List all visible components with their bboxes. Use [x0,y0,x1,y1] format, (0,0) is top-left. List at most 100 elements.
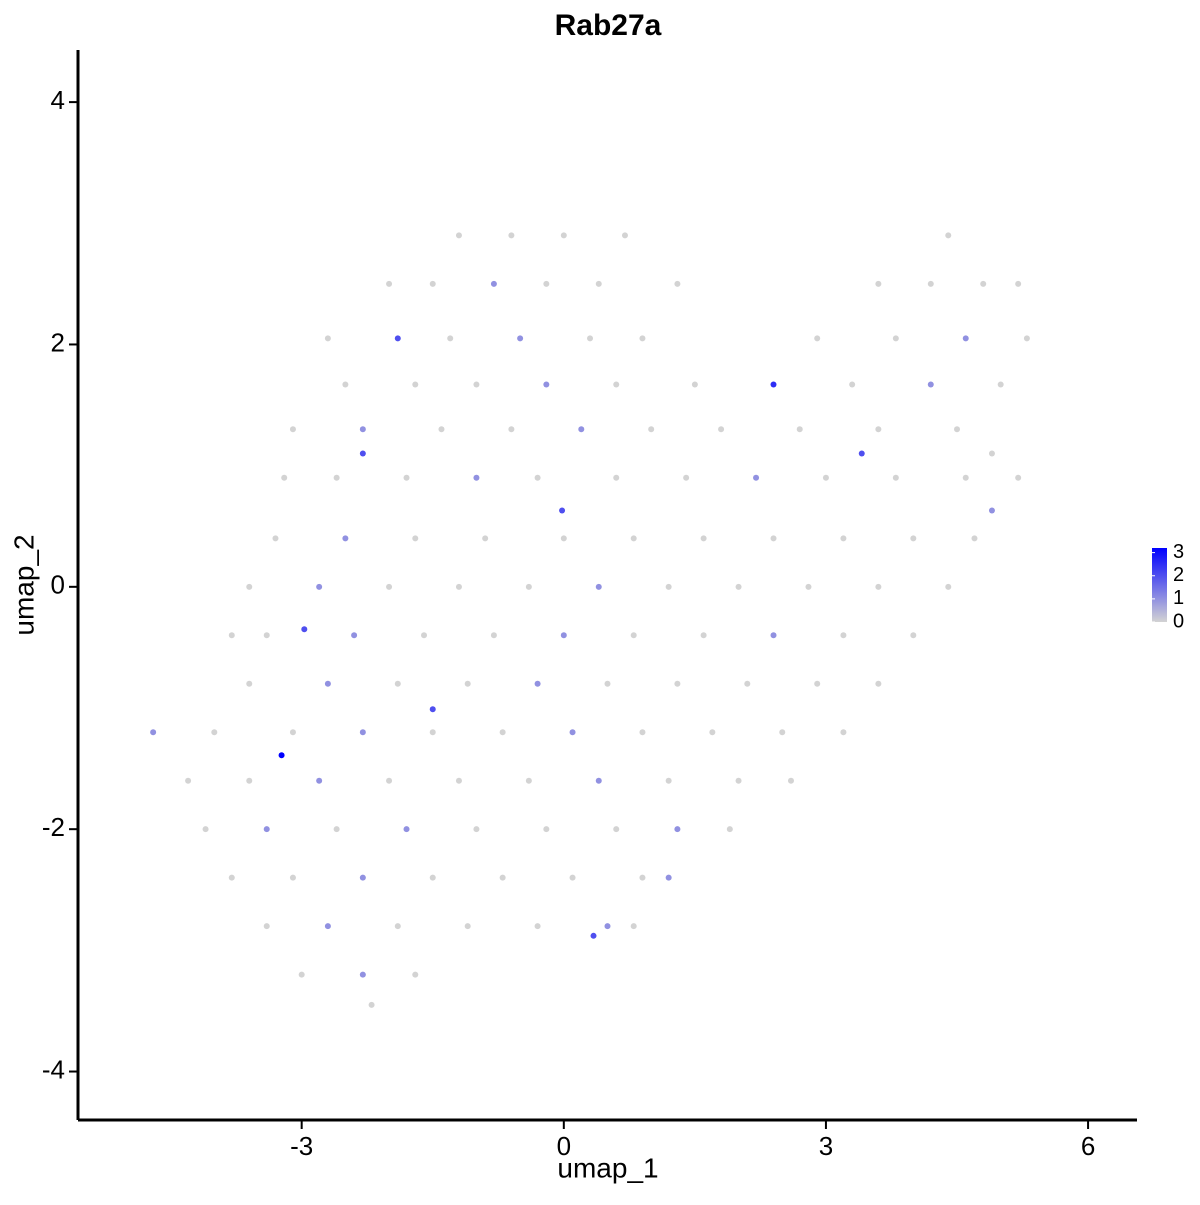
cell-point [301,626,308,633]
cell-point [342,535,349,542]
cell-point [455,583,462,590]
cell-point [560,232,567,239]
cell-point [945,583,952,590]
cell-point [980,280,987,287]
cell-point [595,583,602,590]
cell-point [412,971,419,978]
cell-point [455,777,462,784]
cell-point [202,826,209,833]
cell-point [665,874,672,881]
colorbar-tick-label: 0 [1173,610,1184,632]
cell-point [333,826,340,833]
y-tick-label: 4 [51,85,65,115]
cell-point [787,777,794,784]
cell-point [508,232,515,239]
cell-point [665,777,672,784]
cell-point [569,874,576,881]
cell-point [351,632,358,639]
cell-point [814,680,821,687]
cell-point [278,752,285,759]
cell-point [455,232,462,239]
colorbar [1152,548,1167,622]
cell-point [639,874,646,881]
cell-point [473,381,480,388]
cell-point [473,474,480,481]
cell-point [796,426,803,433]
cell-point [482,535,489,542]
cell-point [263,826,270,833]
cell-point [560,632,567,639]
cell-point [289,874,296,881]
cell-point [228,874,235,881]
cell-point [988,507,995,514]
cell-point [875,280,882,287]
cell-point [228,632,235,639]
cell-point [674,680,681,687]
cell-point [543,280,550,287]
cell-point [499,874,506,881]
cell-point [316,583,323,590]
cell-point [559,507,566,514]
cell-point [386,777,393,784]
cell-point [639,729,646,736]
cell-point [735,583,742,590]
cell-point [342,381,349,388]
cell-point [246,583,253,590]
cell-point [412,535,419,542]
cell-point [814,335,821,342]
cell-point [508,426,515,433]
cell-point [185,777,192,784]
cell-point [590,932,597,939]
cell-point [1023,335,1030,342]
x-tick-label: 0 [557,1131,571,1161]
cell-point [962,474,969,481]
cell-point [753,474,760,481]
cell-point [674,826,681,833]
cell-point [587,335,594,342]
cell-point [473,826,480,833]
y-axis-label: umap_2 [8,534,39,635]
cell-point [604,923,611,930]
cell-point [875,583,882,590]
cell-point [954,426,961,433]
cell-point [1015,280,1022,287]
cell-point [700,535,707,542]
cell-point [517,335,524,342]
cell-point [150,729,157,736]
cell-point [840,535,847,542]
cell-point [595,777,602,784]
cell-point [604,680,611,687]
cell-point [1015,474,1022,481]
x-tick-label: 6 [1081,1131,1095,1161]
cell-point [403,474,410,481]
cell-point [289,729,296,736]
cell-point [822,474,829,481]
cell-point [394,680,401,687]
cell-point [962,335,969,342]
cell-point [971,535,978,542]
cell-point [997,381,1004,388]
cell-point [770,381,777,388]
cell-point [490,280,497,287]
colorbar-tick-label: 3 [1173,541,1184,563]
cell-point [525,777,532,784]
y-tick-label: 2 [51,327,65,357]
cell-point [875,426,882,433]
cell-point [386,583,393,590]
cell-point [665,583,672,590]
x-tick-label: -3 [290,1131,313,1161]
cell-point [840,632,847,639]
y-tick-label: 0 [51,570,65,600]
cell-point [534,680,541,687]
cell-point [263,632,270,639]
cell-point [560,535,567,542]
cell-point [910,632,917,639]
cell-point [613,381,620,388]
chart-title: Rab27a [555,9,662,42]
cell-point [630,923,637,930]
cell-point [927,280,934,287]
y-tick-label: -4 [42,1054,65,1084]
cell-point [359,971,366,978]
cell-point [464,680,471,687]
